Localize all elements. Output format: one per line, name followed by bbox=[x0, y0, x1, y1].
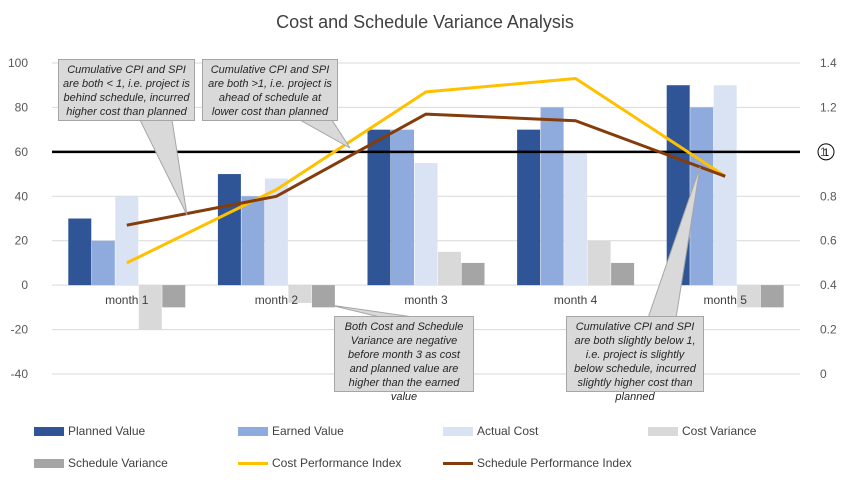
x-tick-label: month 1 bbox=[105, 293, 149, 307]
legend-item: Planned Value bbox=[34, 423, 145, 439]
y-left-tick-label: 80 bbox=[15, 100, 29, 114]
bar-cost-variance bbox=[587, 240, 611, 286]
axes: -40 -20 0 20 40 60 80 100 0 0.2 0.4 0.6 0.8 1 1.2 1.4 mo… bbox=[8, 56, 837, 381]
bar-planned-value bbox=[68, 218, 92, 286]
line-cost-performance-index bbox=[126, 77, 727, 265]
y-right-tick-label: 1.2 bbox=[820, 100, 837, 114]
legend-item: Cost Performance Index bbox=[238, 455, 401, 471]
bar-actual-cost bbox=[264, 178, 288, 286]
y-left-tick-label: 40 bbox=[15, 189, 29, 203]
legend-item: Cost Variance bbox=[648, 423, 756, 439]
y-left-tick-label: -20 bbox=[11, 323, 29, 337]
bar-cost-variance bbox=[288, 285, 312, 303]
bar-schedule-variance bbox=[461, 262, 485, 286]
bar-planned-value bbox=[217, 174, 241, 286]
legend-swatch bbox=[238, 426, 268, 436]
bar-earned-value bbox=[391, 129, 414, 286]
annotation-negative-variance: Both Cost and Schedule Variance are nega… bbox=[334, 316, 474, 403]
annotation-ahead-of-schedule: Cumulative CPI and SPI are both >1, i.e.… bbox=[202, 59, 338, 121]
y-right-tick-label: 1 bbox=[820, 145, 827, 159]
legend-item: Schedule Variance bbox=[34, 455, 168, 471]
bar-planned-value bbox=[517, 129, 541, 286]
y-right-tick-label: 0.4 bbox=[820, 278, 837, 292]
legend-label: Schedule Performance Index bbox=[477, 456, 632, 470]
lines bbox=[126, 77, 727, 265]
legend-label: Actual Cost bbox=[477, 424, 539, 438]
y-right-tick-label: 0.2 bbox=[820, 323, 837, 337]
legend-swatch bbox=[648, 426, 678, 436]
x-tick-label: month 5 bbox=[704, 293, 748, 307]
bar-actual-cost bbox=[414, 162, 438, 286]
y-left-tick-label: 100 bbox=[8, 56, 28, 70]
bar-actual-cost bbox=[713, 85, 737, 286]
legend-label: Schedule Variance bbox=[68, 456, 168, 470]
reference-line-marker bbox=[817, 143, 835, 161]
legend-label: Earned Value bbox=[272, 424, 344, 438]
annotation-slightly-below: Cumulative CPI and SPI are both slightly… bbox=[566, 316, 704, 403]
bar-cost-variance bbox=[138, 285, 162, 330]
bar-schedule-variance bbox=[162, 285, 186, 308]
bars bbox=[68, 85, 784, 330]
reference-line-label: 1 bbox=[823, 147, 829, 159]
bar-schedule-variance bbox=[611, 262, 635, 286]
bar-cost-variance bbox=[438, 251, 461, 286]
y-right-tick-label: 0.6 bbox=[820, 234, 837, 248]
legend-item: Actual Cost bbox=[443, 423, 538, 439]
line-schedule-performance-index bbox=[126, 112, 726, 227]
x-tick-label: month 3 bbox=[404, 293, 448, 307]
annotation-behind-schedule: Cumulative CPI and SPI are both < 1, i.e… bbox=[58, 59, 195, 121]
bar-schedule-variance bbox=[760, 285, 784, 308]
callout-pointer bbox=[298, 119, 351, 149]
x-tick-label: month 4 bbox=[554, 293, 598, 307]
legend-swatch bbox=[443, 461, 473, 465]
legend-label: Planned Value bbox=[68, 424, 146, 438]
bar-schedule-variance bbox=[311, 285, 335, 308]
legend-swatch bbox=[238, 461, 268, 465]
legend-swatch bbox=[34, 458, 64, 468]
x-tick-label: month 2 bbox=[255, 293, 299, 307]
y-left-tick-label: 60 bbox=[15, 145, 29, 159]
y-right-tick-label: 1.4 bbox=[820, 56, 837, 70]
y-right-tick-label: 0 bbox=[820, 367, 827, 381]
callout-pointers bbox=[139, 119, 701, 319]
bar-actual-cost bbox=[564, 151, 588, 286]
legend-swatch bbox=[34, 426, 64, 436]
y-left-tick-label: -40 bbox=[11, 367, 29, 381]
bar-earned-value bbox=[540, 107, 564, 286]
y-left-tick-label: 20 bbox=[15, 234, 29, 248]
legend-swatch bbox=[443, 426, 473, 436]
callout-pointer bbox=[139, 119, 188, 216]
y-right-tick-label: 0.8 bbox=[820, 189, 837, 203]
bar-planned-value bbox=[367, 129, 391, 286]
legend-item: Earned Value bbox=[238, 423, 344, 439]
chart-title: Cost and Schedule Variance Analysis bbox=[276, 12, 574, 32]
bar-actual-cost bbox=[115, 196, 139, 286]
legend-label: Cost Variance bbox=[682, 424, 757, 438]
bar-earned-value bbox=[241, 196, 265, 286]
legend-label: Cost Performance Index bbox=[272, 456, 402, 470]
bar-earned-value bbox=[91, 240, 115, 286]
bar-cost-variance bbox=[737, 285, 761, 308]
y-left-tick-label: 0 bbox=[21, 278, 28, 292]
legend-item: Schedule Performance Index bbox=[443, 455, 632, 471]
